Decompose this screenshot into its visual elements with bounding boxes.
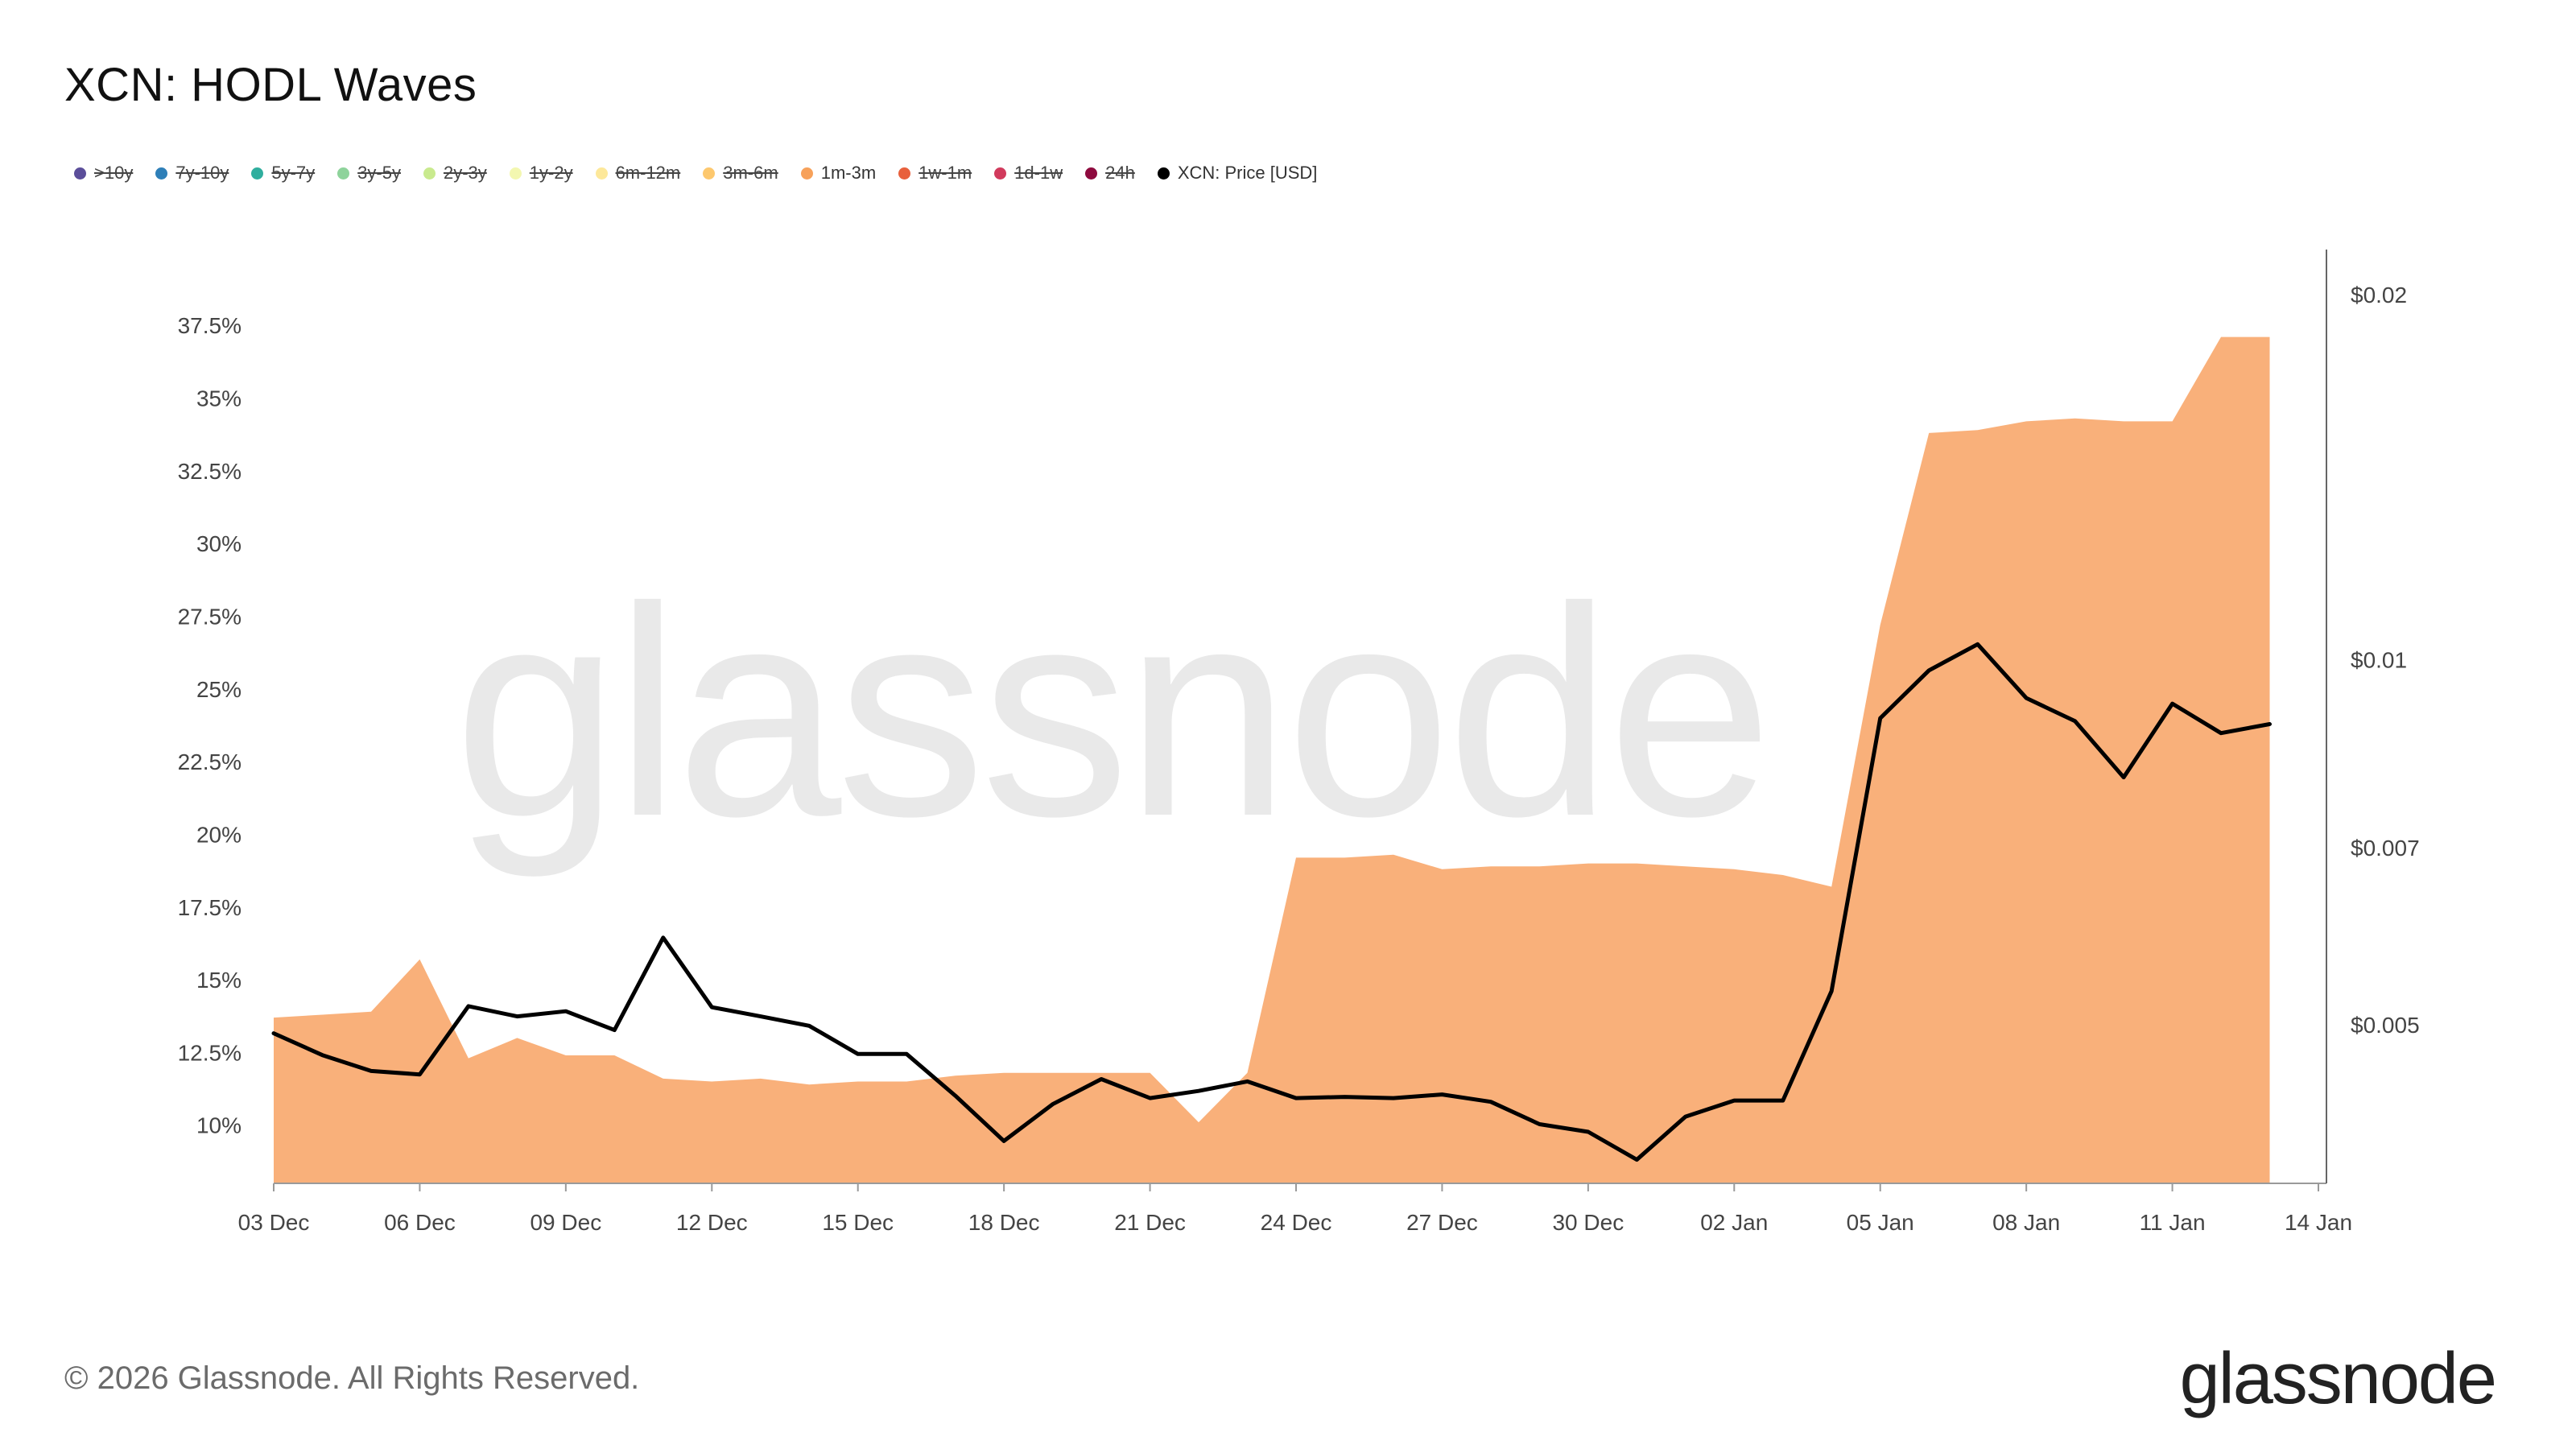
y-left-tick-label: 15% — [196, 968, 242, 993]
x-tick-label: 27 Dec — [1406, 1210, 1478, 1235]
legend-label: 1w-1m — [919, 163, 972, 183]
legend-label: 5y-7y — [271, 163, 316, 183]
legend-label: XCN: Price [USD] — [1177, 163, 1318, 183]
area-1m-3m — [274, 336, 2270, 1184]
legend-dot-icon — [1085, 167, 1098, 180]
y-left-tick-label: 25% — [196, 677, 242, 702]
legend: >10y 7y-10y 5y-7y 3y-5y 2y-3y 1y-2y 6m-12m 3m-6… — [74, 163, 1340, 184]
legend-dot-icon — [155, 167, 168, 180]
legend-item[interactable]: 6m-12m — [595, 163, 681, 184]
y-left-tick-label: 30% — [196, 531, 242, 556]
line-layer — [271, 642, 2272, 1162]
x-tick-label: 14 Jan — [2285, 1210, 2352, 1235]
legend-item[interactable]: 1d-1w — [994, 163, 1063, 184]
x-tick-label: 15 Dec — [822, 1210, 894, 1235]
legend-label: 1y-2y — [529, 163, 573, 183]
y-left-tick-label: 20% — [196, 822, 242, 847]
legend-label: >10y — [94, 163, 134, 183]
legend-dot-icon — [251, 167, 264, 180]
legend-dot-icon — [595, 167, 608, 180]
y-left-tick-label: 22.5% — [178, 749, 242, 774]
legend-item[interactable]: 7y-10y — [155, 163, 229, 184]
legend-item[interactable]: 5y-7y — [251, 163, 315, 184]
y-left-tick-label: 17.5% — [178, 895, 242, 920]
legend-dot-icon — [509, 167, 522, 180]
axes: 03 Dec 06 Dec 09 Dec 12 Dec 15 Dec 18 Dec 21 D… — [178, 250, 2420, 1235]
x-tick-label: 18 Dec — [968, 1210, 1040, 1235]
x-tick-label: 21 Dec — [1114, 1210, 1186, 1235]
legend-label: 2y-3y — [443, 163, 487, 183]
y-left-tick-label: 27.5% — [178, 604, 242, 629]
legend-dot-icon — [800, 167, 813, 180]
copyright-footer: © 2026 Glassnode. All Rights Reserved. — [64, 1360, 640, 1396]
legend-dot-icon — [74, 167, 86, 180]
legend-item[interactable]: >10y — [74, 163, 133, 184]
y-right-tick-label: $0.007 — [2351, 836, 2420, 861]
x-tick-label: 02 Jan — [1700, 1210, 1768, 1235]
legend-dot-icon — [423, 167, 436, 180]
legend-label: 24h — [1105, 163, 1135, 183]
legend-dot-icon — [1157, 167, 1170, 180]
chart-title: XCN: HODL Waves — [64, 59, 477, 111]
y-left-tick-label: 10% — [196, 1113, 242, 1138]
y-right-tick-label: $0.005 — [2351, 1013, 2420, 1038]
y-left-tick-label: 35% — [196, 386, 242, 411]
area-layer — [274, 336, 2270, 1184]
x-tick-label: 30 Dec — [1552, 1210, 1624, 1235]
x-tick-label: 24 Dec — [1261, 1210, 1332, 1235]
legend-item[interactable]: 3m-6m — [703, 163, 778, 184]
x-tick-label: 06 Dec — [384, 1210, 456, 1235]
legend-item[interactable]: 1y-2y — [509, 163, 573, 184]
price-line — [271, 642, 2272, 1162]
legend-label: 7y-10y — [175, 163, 229, 183]
legend-dot-icon — [898, 167, 911, 180]
watermark-text: glassnode — [454, 546, 1769, 880]
legend-label: 1d-1w — [1014, 163, 1063, 183]
legend-label: 3y-5y — [357, 163, 401, 183]
y-right-tick-label: $0.02 — [2351, 283, 2407, 308]
y-left-tick-label: 32.5% — [178, 459, 242, 484]
legend-label: 3m-6m — [723, 163, 778, 183]
legend-dot-icon — [337, 167, 350, 180]
legend-item[interactable]: 1w-1m — [898, 163, 972, 184]
y-left-tick-label: 37.5% — [178, 313, 242, 338]
x-tick-label: 08 Jan — [1992, 1210, 2060, 1235]
legend-item[interactable]: 2y-3y — [423, 163, 487, 184]
x-tick-label: 11 Jan — [2140, 1210, 2206, 1235]
glassnode-logo: glassnode — [2179, 1339, 2497, 1419]
x-tick-label: 03 Dec — [238, 1210, 310, 1235]
legend-dot-icon — [994, 167, 1007, 180]
x-tick-label: 12 Dec — [676, 1210, 748, 1235]
legend-item[interactable]: XCN: Price [USD] — [1157, 163, 1318, 184]
y-right-tick-label: $0.01 — [2351, 648, 2407, 673]
legend-item[interactable]: 3y-5y — [337, 163, 401, 184]
x-tick-label: 09 Dec — [530, 1210, 601, 1235]
legend-dot-icon — [703, 167, 716, 180]
legend-label: 1m-3m — [820, 163, 877, 183]
legend-label: 6m-12m — [615, 163, 681, 183]
legend-item[interactable]: 1m-3m — [800, 163, 877, 184]
x-tick-label: 05 Jan — [1847, 1210, 1914, 1235]
legend-item[interactable]: 24h — [1085, 163, 1135, 184]
y-left-tick-label: 12.5% — [178, 1040, 242, 1065]
